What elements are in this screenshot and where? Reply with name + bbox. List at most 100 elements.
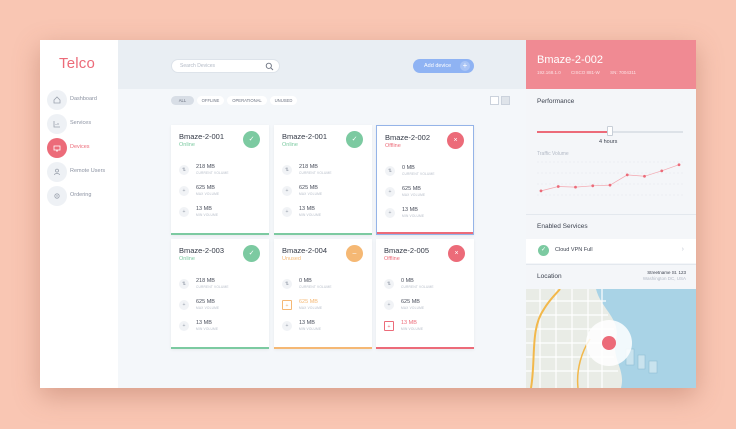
traffic-line xyxy=(540,164,680,192)
sidebar-item-remote-users[interactable]: Remote Users xyxy=(47,162,117,182)
brand-logo: Telco xyxy=(59,55,96,72)
traffic-point xyxy=(556,185,560,188)
check-icon: ✓ xyxy=(538,245,549,256)
sidebar-item-label: Ordering xyxy=(70,192,92,198)
sidebar-item-dashboard[interactable]: Dashboard xyxy=(47,90,117,110)
gear-icon xyxy=(47,186,67,206)
grid-view-toggle[interactable] xyxy=(501,96,510,105)
traffic-point xyxy=(608,183,612,187)
list-view-toggle[interactable] xyxy=(490,96,499,105)
add-device-button[interactable]: Add device + xyxy=(413,59,474,73)
status-bar xyxy=(171,347,269,349)
device-name: Bmaze-2-001 xyxy=(282,132,328,141)
location-title: Location xyxy=(537,273,562,280)
stat-max: + 625 MB MAX VOLUME xyxy=(282,298,362,316)
device-card[interactable]: Bmaze-2-001 Online ✓ ⇅ 218 MB CURRENT VO… xyxy=(274,125,372,235)
stat-max: + 625 MB MAX VOLUME xyxy=(179,184,259,202)
service-row-cloud-vpn[interactable]: ✓ Cloud VPN Full › xyxy=(526,239,696,263)
status-bar xyxy=(376,347,474,349)
sidebar-item-label: Devices xyxy=(70,144,90,150)
stat-value: 13 MB xyxy=(401,320,417,326)
stat-value: 0 MB xyxy=(401,278,414,284)
traffic-volume-chart xyxy=(537,161,683,196)
stat-min: + 13 MB MIN VOLUME xyxy=(282,205,362,223)
traffic-point xyxy=(677,163,681,167)
sidebar-item-label: Remote Users xyxy=(70,168,106,174)
top-bar: Search Devices Add device + xyxy=(118,40,526,89)
device-status: Online xyxy=(282,142,298,148)
filter-offline[interactable]: OFFLINE xyxy=(197,96,224,105)
status-online-icon[interactable]: ✓ xyxy=(346,131,363,148)
sidebar-item-devices[interactable]: Devices xyxy=(47,138,117,158)
user-icon xyxy=(47,162,67,182)
plus-icon: + xyxy=(385,187,395,197)
service-label: Cloud VPN Full xyxy=(555,247,593,253)
sidebar-item-ordering[interactable]: Ordering xyxy=(47,186,117,206)
plus-icon: + xyxy=(384,321,394,331)
stat-value: 13 MB xyxy=(299,320,315,326)
stat-value: 625 MB xyxy=(196,299,215,305)
sidebar-item-label: Services xyxy=(70,120,92,126)
device-card[interactable]: Bmaze-2-002 Offline × ⇅ 0 MB CURRENT VOL… xyxy=(376,125,474,235)
stat-value: 13 MB xyxy=(196,320,212,326)
stat-value: 625 MB xyxy=(401,299,420,305)
stat-min: + 13 MB MIN VOLUME xyxy=(179,205,259,223)
time-slider-fill xyxy=(537,131,610,133)
device-status: Offline xyxy=(385,143,401,149)
stat-label: CURRENT VOLUME xyxy=(402,172,435,176)
device-card[interactable]: Bmaze-2-001 Online ✓ ⇅ 218 MB CURRENT VO… xyxy=(171,125,269,235)
filter-all[interactable]: ALL xyxy=(171,96,194,105)
enabled-services-title: Enabled Services xyxy=(537,223,588,230)
add-device-label: Add device xyxy=(424,62,452,69)
detail-panel: Bmaze-2-002 192.168.1.0 CISCO 881-W SN: … xyxy=(526,40,696,388)
stat-value: 0 MB xyxy=(402,165,415,171)
device-name: Bmaze-2-001 xyxy=(179,132,225,141)
device-status: Unused xyxy=(282,256,301,262)
stat-label: MAX VOLUME xyxy=(196,306,220,310)
stat-label: MIN VOLUME xyxy=(402,214,425,218)
status-bar xyxy=(377,232,473,234)
stat-value: 625 MB xyxy=(196,185,215,191)
stat-value: 218 MB xyxy=(196,164,215,170)
swap-icon: ⇅ xyxy=(282,165,292,175)
plus-icon: + xyxy=(282,300,292,310)
swap-icon: ⇅ xyxy=(179,165,189,175)
stat-current: ⇅ 218 MB CURRENT VOLUME xyxy=(179,277,259,295)
stat-current: ⇅ 0 MB CURRENT VOLUME xyxy=(385,164,465,182)
chevron-right-icon: › xyxy=(681,246,684,253)
device-card[interactable]: Bmaze-2-004 Unused – ⇅ 0 MB CURRENT VOLU… xyxy=(274,239,372,349)
traffic-volume-label: Traffic Volume xyxy=(537,151,569,157)
traffic-point xyxy=(591,184,595,188)
divider xyxy=(526,214,696,215)
traffic-point xyxy=(625,173,629,177)
status-online-icon[interactable]: ✓ xyxy=(243,245,260,262)
location-map[interactable] xyxy=(526,289,696,388)
filter-operational[interactable]: OPERATIONAL xyxy=(227,96,267,105)
status-offline-icon[interactable]: × xyxy=(447,132,464,149)
stat-max: + 625 MB MAX VOLUME xyxy=(179,298,259,316)
stat-label: CURRENT VOLUME xyxy=(196,285,229,289)
plus-icon: + xyxy=(179,207,189,217)
device-card[interactable]: Bmaze-2-005 Offline × ⇅ 0 MB CURRENT VOL… xyxy=(376,239,474,349)
time-slider-value: 4 hours xyxy=(599,139,618,145)
divider xyxy=(526,264,696,265)
address-line-1: Streetname St. 123 xyxy=(647,270,686,275)
status-unused-icon[interactable]: – xyxy=(346,245,363,262)
sidebar-item-services[interactable]: Services xyxy=(47,114,117,134)
stat-value: 218 MB xyxy=(196,278,215,284)
device-name: Bmaze-2-003 xyxy=(179,246,225,255)
chart-icon xyxy=(47,114,67,134)
status-offline-icon[interactable]: × xyxy=(448,245,465,262)
stat-value: 0 MB xyxy=(299,278,312,284)
status-online-icon[interactable]: ✓ xyxy=(243,131,260,148)
sidebar: Telco Dashboard Services Devices Remote … xyxy=(40,40,118,388)
devices-icon xyxy=(47,138,67,158)
search-input[interactable]: Search Devices xyxy=(171,59,280,73)
stat-value: 13 MB xyxy=(402,207,418,213)
stat-current: ⇅ 0 MB CURRENT VOLUME xyxy=(384,277,464,295)
stat-value: 625 MB xyxy=(402,186,421,192)
plus-icon: + xyxy=(282,207,292,217)
filter-unused[interactable]: UNUSED xyxy=(270,96,297,105)
time-slider-handle[interactable] xyxy=(607,126,613,136)
device-card[interactable]: Bmaze-2-003 Online ✓ ⇅ 218 MB CURRENT VO… xyxy=(171,239,269,349)
